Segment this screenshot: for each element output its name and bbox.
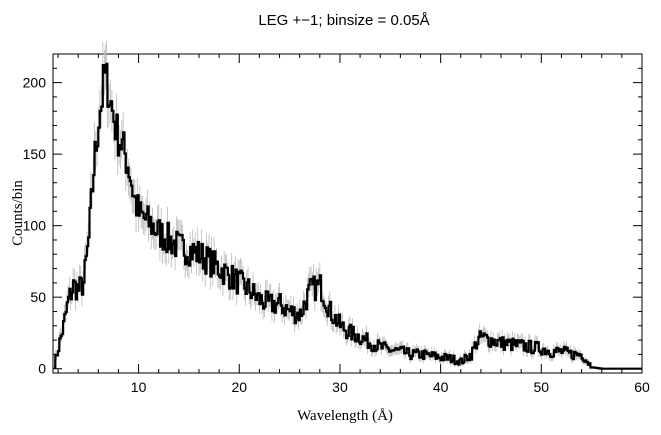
- spectrum-series-line: [54, 62, 642, 370]
- y-axis-ticks: 0 50 100 150 200: [23, 67, 642, 377]
- plot-frame: [52, 53, 643, 374]
- x-tick-label: 50: [534, 379, 550, 395]
- x-tick-label: 40: [433, 379, 449, 395]
- y-tick-label: 0: [38, 361, 46, 377]
- x-tick-label: 10: [131, 379, 147, 395]
- x-tick-label: 30: [332, 379, 348, 395]
- y-tick-label: 50: [30, 289, 46, 305]
- chart-title: LEG +−1; binsize = 0.05Å: [258, 12, 429, 29]
- y-tick-label: 150: [23, 146, 47, 162]
- y-tick-label: 200: [23, 75, 47, 91]
- x-tick-label: 60: [634, 379, 650, 395]
- series-layer: [54, 62, 642, 370]
- y-tick-label: 100: [23, 218, 47, 234]
- x-tick-label: 20: [231, 379, 247, 395]
- x-axis-label: Wavelength (Å): [297, 408, 393, 424]
- y-axis-label: Counts/bin: [10, 180, 26, 246]
- x-axis-ticks: 10 20 30 40 50 60: [57, 54, 650, 395]
